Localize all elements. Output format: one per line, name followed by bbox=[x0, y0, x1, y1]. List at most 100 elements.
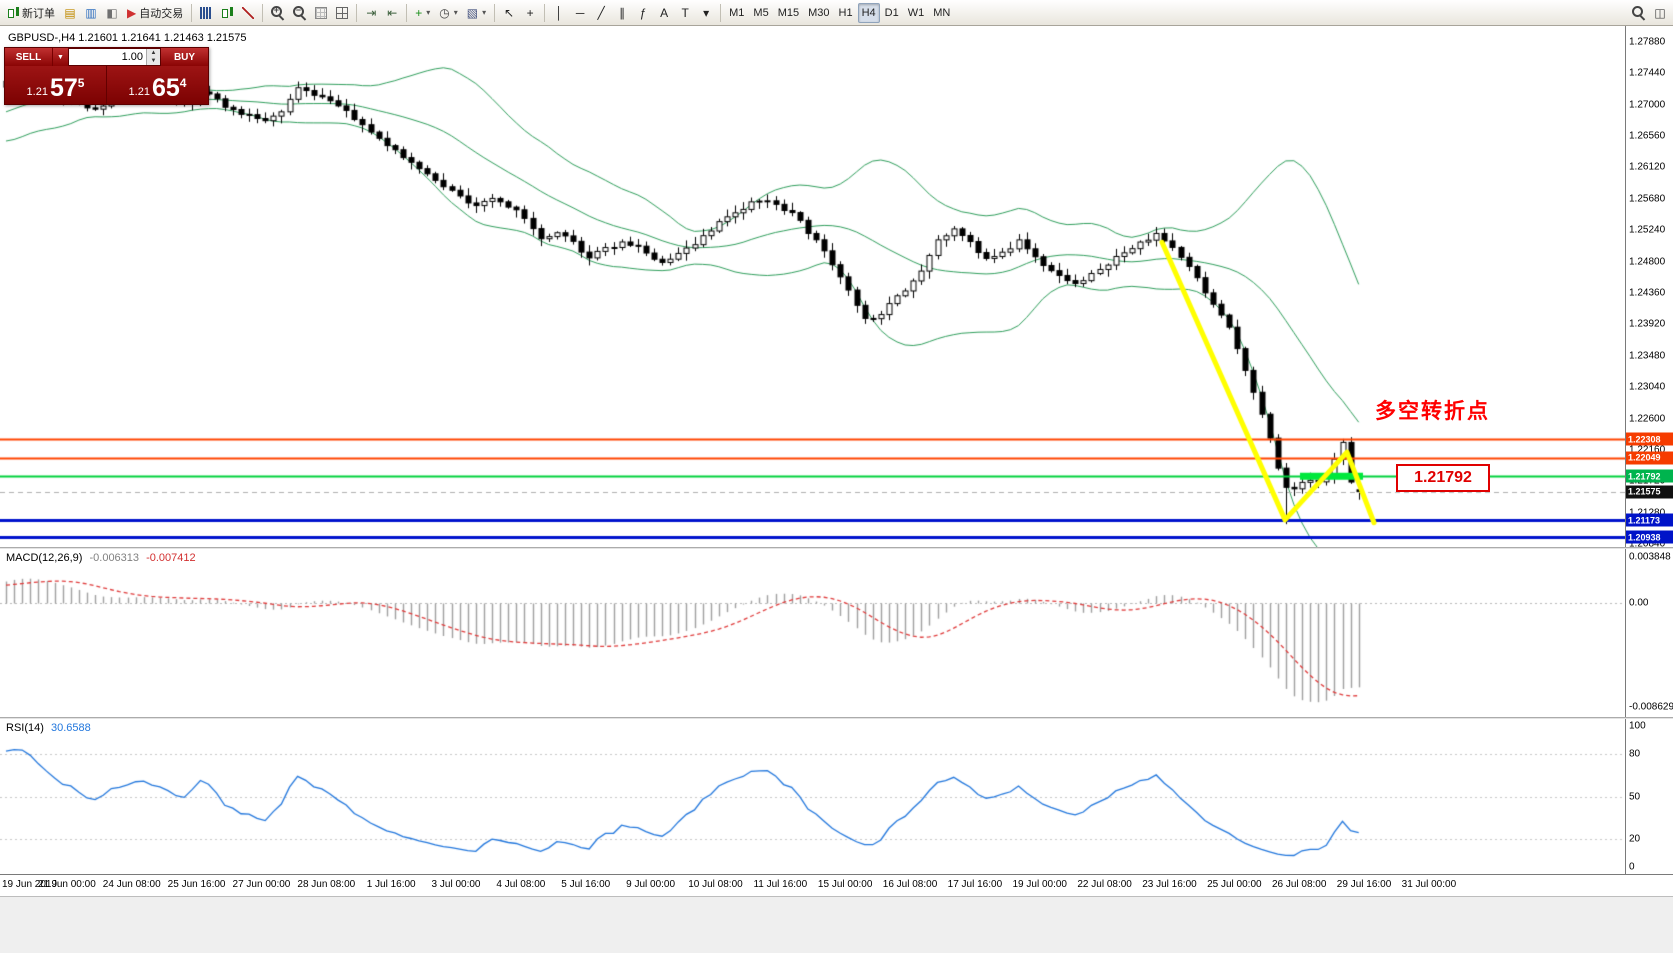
vertical-line-button[interactable]: │ bbox=[549, 3, 569, 23]
chart-shift-button[interactable]: ⇤ bbox=[382, 3, 402, 23]
buy-price-prefix: 1.21 bbox=[128, 86, 150, 98]
price-axis-label: 1.25680 bbox=[1629, 193, 1666, 205]
macd-panel[interactable]: MACD(12,26,9) -0.006313 -0.007412 bbox=[0, 549, 1625, 717]
channel-button[interactable]: ∥ bbox=[612, 3, 632, 23]
rsi-axis[interactable]: 100 80 50 20 0 bbox=[1625, 719, 1673, 874]
tile-windows-button[interactable] bbox=[332, 3, 352, 23]
grid-button[interactable] bbox=[311, 3, 331, 23]
market-watch-button[interactable]: ▥ bbox=[81, 3, 101, 23]
rsi-canvas[interactable] bbox=[0, 719, 1625, 874]
search-button[interactable] bbox=[1628, 3, 1649, 23]
buy-button[interactable]: BUY bbox=[161, 48, 208, 66]
timeframe-m5-button[interactable]: M5 bbox=[749, 3, 772, 23]
macd-label: MACD(12,26,9) -0.006313 -0.007412 bbox=[6, 552, 196, 564]
buy-price-button[interactable]: 1.21 65 4 bbox=[106, 66, 208, 104]
sell-price-button[interactable]: 1.21 57 5 bbox=[5, 66, 106, 104]
price-callout[interactable]: 1.21792 bbox=[1396, 464, 1490, 492]
trendline-button[interactable]: ╱ bbox=[591, 3, 611, 23]
panel-separator[interactable] bbox=[0, 717, 1673, 719]
navigator-button[interactable]: ◧ bbox=[102, 3, 122, 23]
order-type-dropdown[interactable]: ▼ bbox=[52, 48, 68, 66]
new-order-button[interactable]: 新订单 bbox=[3, 3, 59, 23]
time-axis-label: 21 Jun 00:00 bbox=[37, 879, 96, 890]
sell-button[interactable]: SELL bbox=[5, 48, 52, 66]
price-badge: 1.22049 bbox=[1626, 451, 1673, 465]
time-axis[interactable]: 19 Jun 2019 21 Jun 00:00 24 Jun 08:00 25 Ju… bbox=[0, 874, 1673, 896]
crosshair-button[interactable]: + bbox=[520, 3, 540, 23]
fibonacci-button[interactable]: ƒ bbox=[633, 3, 653, 23]
channel-icon: ∥ bbox=[619, 5, 626, 20]
timeframe-m30-label: M30 bbox=[808, 6, 830, 19]
bar-chart-button[interactable] bbox=[196, 3, 216, 23]
toolbar-separator bbox=[720, 3, 722, 22]
autotrading-button[interactable]: ▶ 自动交易 bbox=[123, 3, 187, 23]
new-order-icon bbox=[7, 6, 19, 19]
timeframe-m5-label: M5 bbox=[753, 6, 769, 19]
zoom-in-button[interactable]: + bbox=[267, 3, 288, 23]
periods-button[interactable]: ◷ ▾ bbox=[435, 3, 462, 23]
time-axis-label: 25 Jul 00:00 bbox=[1207, 879, 1262, 890]
sell-price-sup: 5 bbox=[77, 76, 85, 90]
arrows-button[interactable]: ▾ bbox=[696, 3, 716, 23]
timeframe-d1-button[interactable]: D1 bbox=[881, 3, 903, 23]
horizontal-line-button[interactable]: ─ bbox=[570, 3, 590, 23]
macd-main-value: -0.006313 bbox=[89, 552, 140, 564]
timeframe-h1-button[interactable]: H1 bbox=[835, 3, 857, 23]
macd-axis-label: -0.008629 bbox=[1629, 701, 1673, 713]
sell-price-big: 57 bbox=[49, 74, 78, 102]
sign-glyph: − bbox=[295, 5, 301, 15]
time-axis-label: 19 Jun 2019 bbox=[2, 879, 58, 890]
timeframe-m1-button[interactable]: M1 bbox=[725, 3, 748, 23]
line-chart-button[interactable] bbox=[238, 3, 258, 23]
volume-down-button[interactable]: ▼ bbox=[147, 57, 160, 65]
timeframe-m15-button[interactable]: M15 bbox=[774, 3, 803, 23]
cursor-button[interactable]: ↖ bbox=[499, 3, 519, 23]
rsi-value: 30.6588 bbox=[50, 722, 91, 734]
zoom-out-icon: − bbox=[293, 5, 306, 19]
timeframe-m1-label: M1 bbox=[729, 6, 745, 19]
auto-scroll-button[interactable]: ⇥ bbox=[361, 3, 381, 23]
window-bottom-area bbox=[0, 896, 1673, 953]
buy-price-big: 65 bbox=[151, 74, 180, 102]
price-axis-label: 1.25240 bbox=[1629, 224, 1666, 236]
timeframe-h1-label: H1 bbox=[838, 6, 853, 19]
timeframe-h4-button[interactable]: H4 bbox=[857, 2, 880, 23]
rsi-panel[interactable]: RSI(14) 30.6588 bbox=[0, 719, 1625, 874]
panel-separator[interactable] bbox=[0, 547, 1673, 549]
volume-input[interactable]: 1.00 bbox=[121, 51, 143, 63]
macd-axis[interactable]: 0.003848 0.00 -0.008629 bbox=[1625, 549, 1673, 717]
templates-button[interactable]: ▧ ▾ bbox=[463, 3, 490, 23]
navigator-icon: ◧ bbox=[106, 5, 118, 20]
toolbar-separator bbox=[191, 3, 193, 22]
price-axis[interactable]: 1.27880 1.27440 1.27000 1.26560 1.26120 1.256… bbox=[1625, 26, 1673, 547]
timeframe-w1-button[interactable]: W1 bbox=[904, 3, 929, 23]
macd-canvas[interactable] bbox=[0, 549, 1625, 717]
volume-up-button[interactable]: ▲ bbox=[147, 49, 160, 57]
timeframe-mn-button[interactable]: MN bbox=[929, 3, 954, 23]
autotrading-icon: ▶ bbox=[127, 5, 137, 20]
autotrading-label: 自动交易 bbox=[139, 7, 184, 20]
price-badge: 1.21173 bbox=[1626, 513, 1673, 527]
turning-point-annotation[interactable]: 多空转折点 bbox=[1375, 400, 1490, 423]
timeframe-m30-button[interactable]: M30 bbox=[804, 3, 833, 23]
time-axis-label: 4 Jul 08:00 bbox=[496, 879, 546, 890]
time-axis-label: 22 Jul 08:00 bbox=[1077, 879, 1132, 890]
timeframe-d1-label: D1 bbox=[884, 6, 899, 19]
candlestick-chart-button[interactable] bbox=[217, 3, 237, 23]
timeframe-m15-label: M15 bbox=[777, 6, 800, 19]
indicators-button[interactable]: + ▾ bbox=[411, 3, 434, 23]
docking-icon: ◫ bbox=[1654, 5, 1666, 20]
fibonacci-icon: ƒ bbox=[639, 5, 647, 20]
main-chart[interactable]: GBPUSD-,H4 1.21601 1.21641 1.21463 1.215… bbox=[0, 26, 1625, 547]
profiles-icon: ▤ bbox=[64, 5, 76, 20]
docking-button[interactable]: ◫ bbox=[1650, 3, 1670, 23]
new-order-label: 新订单 bbox=[22, 7, 55, 20]
text-button[interactable]: A bbox=[654, 3, 674, 23]
trendline-icon: ╱ bbox=[597, 5, 605, 20]
time-axis-label: 19 Jul 00:00 bbox=[1012, 879, 1068, 890]
label-button[interactable]: T bbox=[675, 3, 695, 23]
profiles-button[interactable]: ▤ bbox=[60, 3, 80, 23]
price-chart-canvas[interactable] bbox=[0, 26, 1625, 547]
zoom-out-button[interactable]: − bbox=[289, 3, 310, 23]
macd-signal-value: -0.007412 bbox=[146, 552, 196, 564]
